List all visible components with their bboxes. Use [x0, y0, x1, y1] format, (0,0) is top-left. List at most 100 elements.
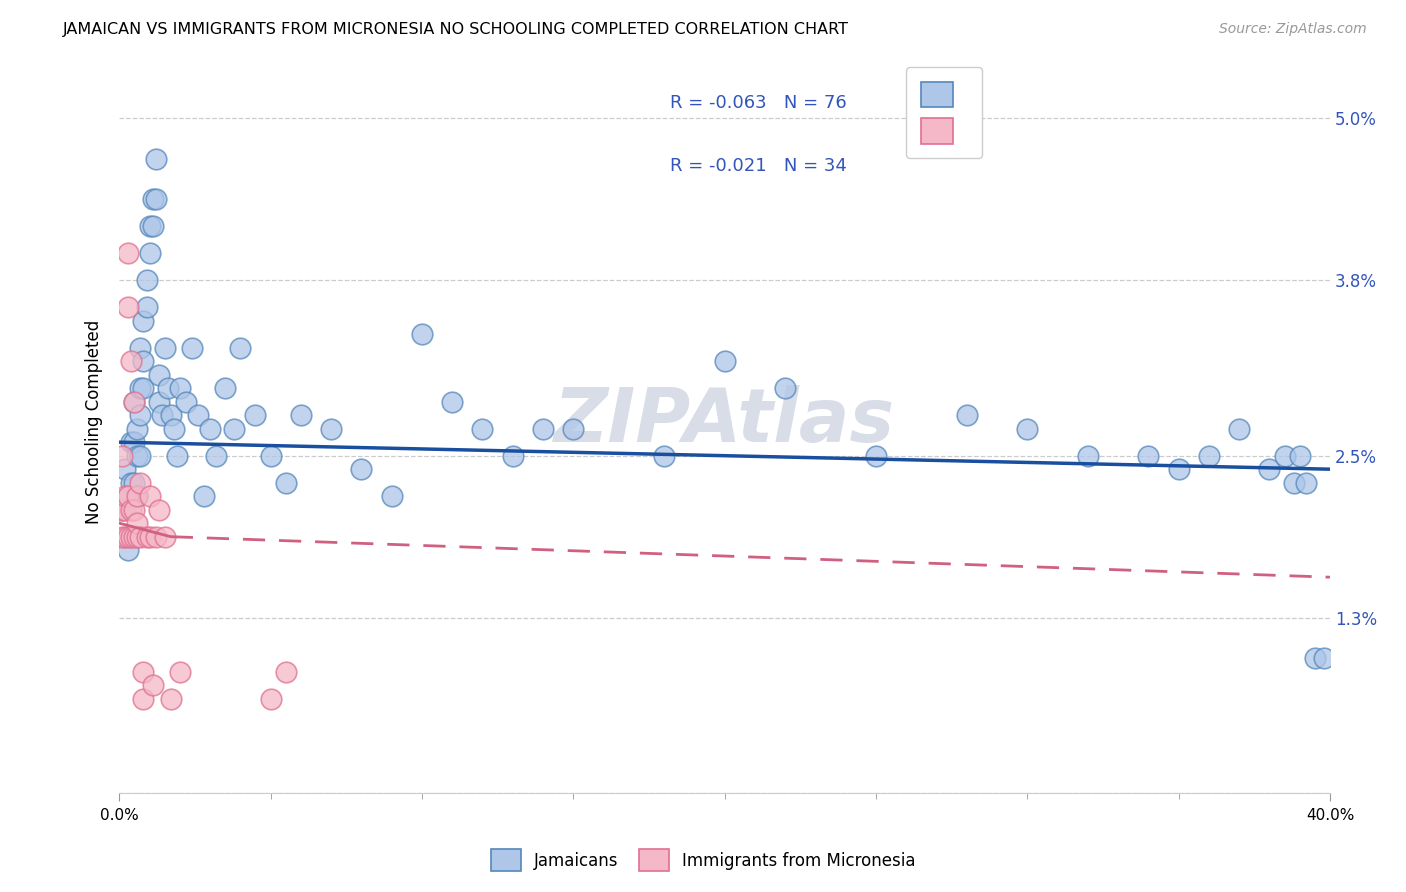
- Point: [1198, 449, 1220, 463]
- Point: [135, 300, 157, 314]
- Point: [159, 691, 181, 706]
- Point: [159, 408, 181, 422]
- Point: [142, 192, 165, 206]
- Point: [145, 530, 167, 544]
- Point: [1017, 422, 1039, 436]
- Point: [111, 449, 134, 463]
- Point: [321, 422, 343, 436]
- Point: [117, 489, 139, 503]
- Point: [127, 489, 149, 503]
- Point: [865, 449, 887, 463]
- Point: [129, 449, 152, 463]
- Point: [174, 394, 197, 409]
- Point: [562, 422, 585, 436]
- Point: [180, 341, 202, 355]
- Point: [120, 502, 142, 516]
- Point: [1077, 449, 1099, 463]
- Point: [132, 381, 155, 395]
- Legend: , : ,: [905, 67, 981, 158]
- Point: [1227, 422, 1250, 436]
- Point: [187, 408, 209, 422]
- Point: [166, 449, 188, 463]
- Point: [148, 502, 170, 516]
- Point: [114, 530, 136, 544]
- Point: [350, 462, 373, 476]
- Point: [129, 341, 152, 355]
- Point: [153, 530, 176, 544]
- Point: [259, 449, 281, 463]
- Point: [132, 665, 155, 679]
- Point: [138, 246, 160, 260]
- Point: [127, 516, 149, 531]
- Point: [205, 449, 228, 463]
- Point: [138, 489, 160, 503]
- Point: [138, 219, 160, 234]
- Point: [117, 246, 139, 260]
- Point: [129, 381, 152, 395]
- Legend: Jamaicans, Immigrants from Micronesia: Jamaicans, Immigrants from Micronesia: [482, 841, 924, 880]
- Point: [274, 475, 297, 490]
- Point: [127, 489, 149, 503]
- Point: [441, 394, 464, 409]
- Y-axis label: No Schooling Completed: No Schooling Completed: [86, 320, 103, 524]
- Point: [120, 475, 142, 490]
- Point: [111, 502, 134, 516]
- Point: [956, 408, 979, 422]
- Point: [381, 489, 404, 503]
- Point: [169, 381, 191, 395]
- Point: [145, 192, 167, 206]
- Point: [214, 381, 236, 395]
- Point: [132, 314, 155, 328]
- Point: [117, 300, 139, 314]
- Point: [135, 530, 157, 544]
- Point: [129, 530, 152, 544]
- Point: [132, 354, 155, 368]
- Point: [1258, 462, 1281, 476]
- Text: ZIPAtlas: ZIPAtlas: [554, 385, 896, 458]
- Point: [127, 422, 149, 436]
- Point: [773, 381, 796, 395]
- Point: [1295, 475, 1317, 490]
- Text: Source: ZipAtlas.com: Source: ZipAtlas.com: [1219, 22, 1367, 37]
- Point: [124, 435, 146, 450]
- Point: [142, 678, 165, 692]
- Point: [120, 435, 142, 450]
- Point: [148, 394, 170, 409]
- Point: [531, 422, 554, 436]
- Point: [259, 691, 281, 706]
- Point: [114, 502, 136, 516]
- Point: [156, 381, 179, 395]
- Point: [153, 341, 176, 355]
- Point: [135, 273, 157, 287]
- Point: [124, 394, 146, 409]
- Point: [150, 408, 173, 422]
- Point: [1167, 462, 1189, 476]
- Point: [124, 394, 146, 409]
- Point: [1288, 449, 1310, 463]
- Point: [713, 354, 735, 368]
- Point: [145, 152, 167, 166]
- Point: [124, 502, 146, 516]
- Point: [411, 327, 433, 342]
- Point: [471, 422, 494, 436]
- Point: [229, 341, 252, 355]
- Point: [120, 354, 142, 368]
- Point: [245, 408, 267, 422]
- Point: [274, 665, 297, 679]
- Point: [127, 449, 149, 463]
- Point: [142, 219, 165, 234]
- Point: [1137, 449, 1160, 463]
- Point: [193, 489, 215, 503]
- Point: [148, 368, 170, 382]
- Point: [652, 449, 675, 463]
- Point: [290, 408, 312, 422]
- Point: [1282, 475, 1305, 490]
- Text: R = -0.021   N = 34: R = -0.021 N = 34: [671, 157, 846, 175]
- Point: [502, 449, 524, 463]
- Point: [114, 489, 136, 503]
- Point: [124, 475, 146, 490]
- Point: [120, 530, 142, 544]
- Point: [117, 489, 139, 503]
- Text: R = -0.063   N = 76: R = -0.063 N = 76: [671, 94, 846, 112]
- Point: [1313, 651, 1336, 665]
